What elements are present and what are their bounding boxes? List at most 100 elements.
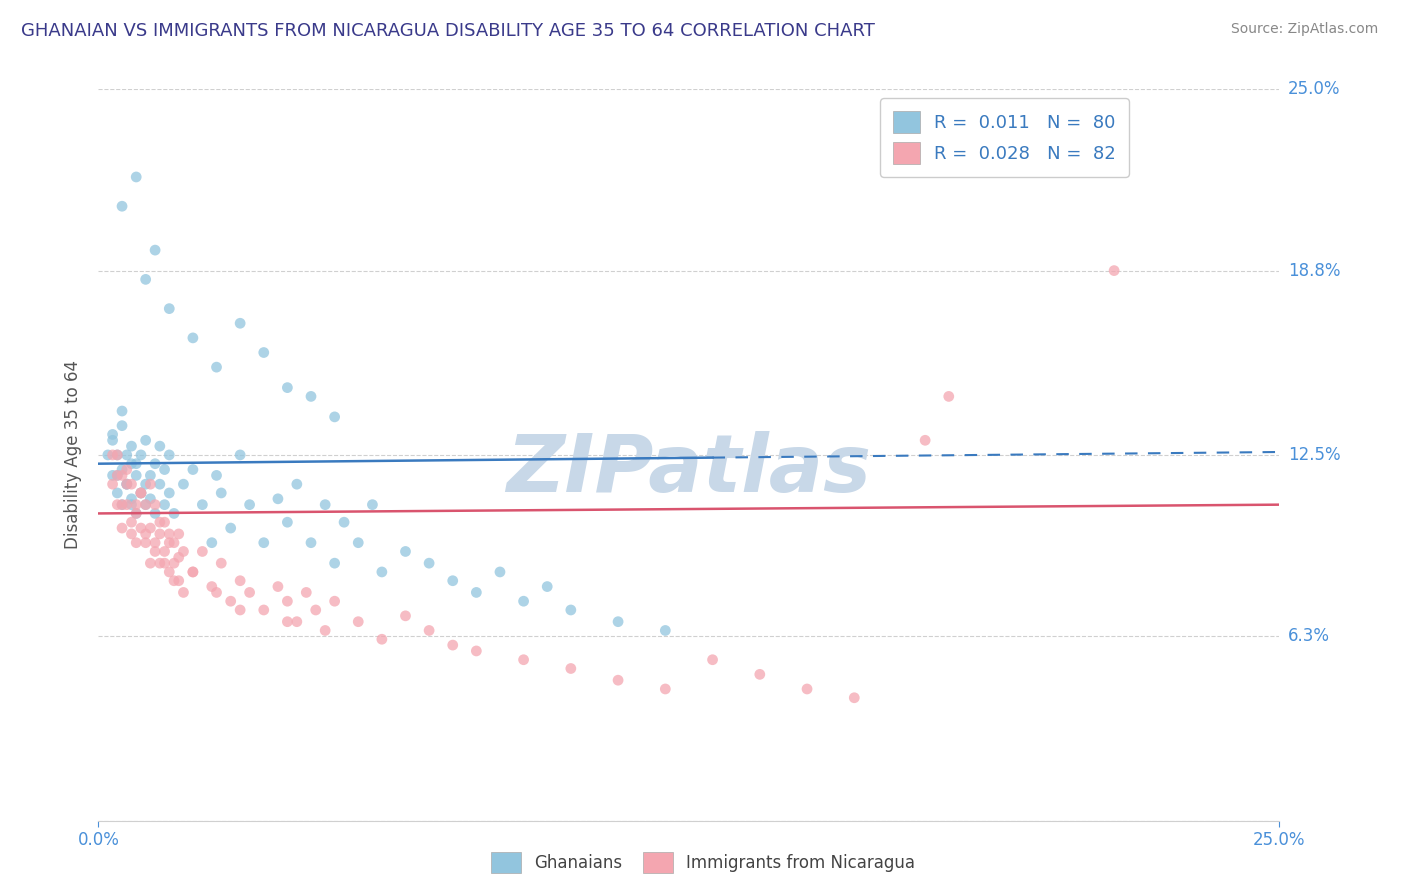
Immigrants from Nicaragua [181, 565, 204, 579]
Immigrants from Nicaragua [135, 498, 157, 512]
Ghanaians [205, 360, 228, 375]
Y-axis label: Disability Age 35 to 64: Disability Age 35 to 64 [65, 360, 83, 549]
Immigrants from Nicaragua [157, 565, 180, 579]
Immigrants from Nicaragua [844, 690, 866, 705]
Immigrants from Nicaragua [181, 565, 204, 579]
Ghanaians [489, 565, 512, 579]
Immigrants from Nicaragua [125, 507, 148, 521]
Ghanaians [361, 498, 384, 512]
Ghanaians [333, 515, 356, 529]
Immigrants from Nicaragua [105, 468, 128, 483]
Ghanaians [209, 486, 232, 500]
Immigrants from Nicaragua [129, 486, 152, 500]
Immigrants from Nicaragua [167, 574, 190, 588]
Immigrants from Nicaragua [654, 681, 676, 696]
Ghanaians [115, 477, 138, 491]
Immigrants from Nicaragua [135, 535, 157, 549]
Immigrants from Nicaragua [560, 661, 582, 675]
Immigrants from Nicaragua [101, 448, 124, 462]
Ghanaians [371, 565, 394, 579]
Immigrants from Nicaragua [157, 527, 180, 541]
Immigrants from Nicaragua [135, 527, 157, 541]
Ghanaians [239, 498, 262, 512]
Ghanaians [560, 603, 582, 617]
Immigrants from Nicaragua [139, 477, 162, 491]
Text: 6.3%: 6.3% [1288, 627, 1330, 645]
Ghanaians [121, 439, 143, 453]
Ghanaians [125, 169, 148, 184]
Ghanaians [465, 585, 488, 599]
Ghanaians [654, 624, 676, 638]
Ghanaians [441, 574, 464, 588]
Ghanaians [125, 468, 148, 483]
Immigrants from Nicaragua [139, 521, 162, 535]
Immigrants from Nicaragua [111, 521, 134, 535]
Immigrants from Nicaragua [115, 477, 138, 491]
Immigrants from Nicaragua [465, 644, 488, 658]
Ghanaians [276, 515, 298, 529]
Ghanaians [135, 434, 157, 448]
Ghanaians [205, 468, 228, 483]
Immigrants from Nicaragua [295, 585, 318, 599]
Immigrants from Nicaragua [938, 389, 960, 403]
Ghanaians [157, 301, 180, 316]
Immigrants from Nicaragua [149, 556, 172, 570]
Immigrants from Nicaragua [607, 673, 630, 688]
Immigrants from Nicaragua [229, 603, 252, 617]
Immigrants from Nicaragua [163, 556, 186, 570]
Ghanaians [143, 457, 166, 471]
Immigrants from Nicaragua [305, 603, 328, 617]
Immigrants from Nicaragua [111, 498, 134, 512]
Immigrants from Nicaragua [314, 624, 336, 638]
Ghanaians [129, 448, 152, 462]
Immigrants from Nicaragua [125, 535, 148, 549]
Immigrants from Nicaragua [267, 580, 290, 594]
Ghanaians [253, 535, 276, 549]
Ghanaians [121, 491, 143, 506]
Ghanaians [139, 491, 162, 506]
Ghanaians [181, 462, 204, 476]
Immigrants from Nicaragua [219, 594, 242, 608]
Immigrants from Nicaragua [172, 585, 194, 599]
Ghanaians [111, 418, 134, 433]
Immigrants from Nicaragua [129, 521, 152, 535]
Ghanaians [191, 498, 214, 512]
Ghanaians [276, 381, 298, 395]
Immigrants from Nicaragua [418, 624, 440, 638]
Immigrants from Nicaragua [129, 486, 152, 500]
Ghanaians [163, 507, 186, 521]
Immigrants from Nicaragua [201, 580, 224, 594]
Text: Source: ZipAtlas.com: Source: ZipAtlas.com [1230, 22, 1378, 37]
Immigrants from Nicaragua [143, 544, 166, 558]
Ghanaians [418, 556, 440, 570]
Legend: R =  0.011   N =  80, R =  0.028   N =  82: R = 0.011 N = 80, R = 0.028 N = 82 [880, 98, 1129, 177]
Ghanaians [253, 345, 276, 359]
Ghanaians [157, 486, 180, 500]
Ghanaians [129, 486, 152, 500]
Ghanaians [143, 243, 166, 257]
Ghanaians [314, 498, 336, 512]
Ghanaians [111, 199, 134, 213]
Ghanaians [115, 477, 138, 491]
Ghanaians [105, 486, 128, 500]
Ghanaians [101, 434, 124, 448]
Immigrants from Nicaragua [276, 615, 298, 629]
Immigrants from Nicaragua [143, 535, 166, 549]
Text: 25.0%: 25.0% [1288, 80, 1340, 98]
Immigrants from Nicaragua [914, 434, 936, 448]
Immigrants from Nicaragua [702, 653, 724, 667]
Immigrants from Nicaragua [285, 615, 308, 629]
Immigrants from Nicaragua [143, 498, 166, 512]
Immigrants from Nicaragua [105, 448, 128, 462]
Immigrants from Nicaragua [229, 574, 252, 588]
Ghanaians [97, 448, 120, 462]
Immigrants from Nicaragua [323, 594, 346, 608]
Immigrants from Nicaragua [139, 556, 162, 570]
Immigrants from Nicaragua [121, 527, 143, 541]
Immigrants from Nicaragua [167, 550, 190, 565]
Immigrants from Nicaragua [163, 535, 186, 549]
Ghanaians [229, 448, 252, 462]
Ghanaians [347, 535, 370, 549]
Ghanaians [111, 498, 134, 512]
Immigrants from Nicaragua [441, 638, 464, 652]
